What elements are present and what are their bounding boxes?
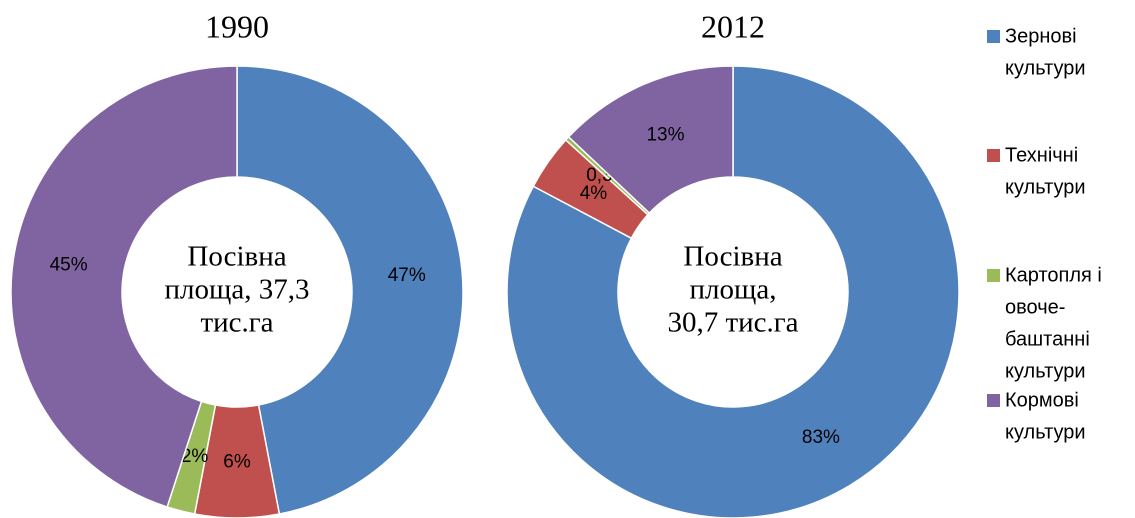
legend-label: баштанні <box>1005 328 1090 350</box>
data-label: 47% <box>388 265 426 286</box>
legend-label: культури <box>1005 57 1086 79</box>
donut-slice <box>236 65 464 515</box>
center-label: 30,7 тис.га <box>667 307 798 339</box>
chart-title: 2012 <box>701 8 765 44</box>
data-label: 2% <box>181 446 209 467</box>
center-label: тис.га <box>200 307 273 339</box>
legend-swatch <box>987 269 1000 282</box>
data-label: 6% <box>223 452 251 473</box>
legend-label: Картопля і <box>1005 264 1102 286</box>
legend-swatch <box>987 149 1000 162</box>
legend-label: культури <box>1005 176 1086 198</box>
chart-title: 1990 <box>205 8 269 44</box>
legend-swatch <box>987 30 1000 43</box>
donut-slice <box>10 65 238 508</box>
data-label: 4% <box>580 183 608 204</box>
center-label: Посівна <box>187 241 286 273</box>
legend-label: культури <box>1005 421 1086 443</box>
center-label: площа, <box>690 274 777 306</box>
center-label: Посівна <box>683 241 782 273</box>
data-label: 45% <box>50 254 88 275</box>
donut-slice <box>567 65 734 215</box>
legend-label: овоче- <box>1005 296 1065 318</box>
data-label: 83% <box>802 427 840 448</box>
legend-label: культури <box>1005 360 1086 382</box>
legend-label: Кормові <box>1005 389 1079 411</box>
legend-swatch <box>987 394 1000 407</box>
data-label: 13% <box>646 124 684 145</box>
donut-slice <box>506 65 960 518</box>
legend-label: Технічні <box>1005 144 1078 166</box>
center-label: площа, 37,3 <box>165 274 310 306</box>
legend-label: Зернові <box>1005 25 1077 47</box>
